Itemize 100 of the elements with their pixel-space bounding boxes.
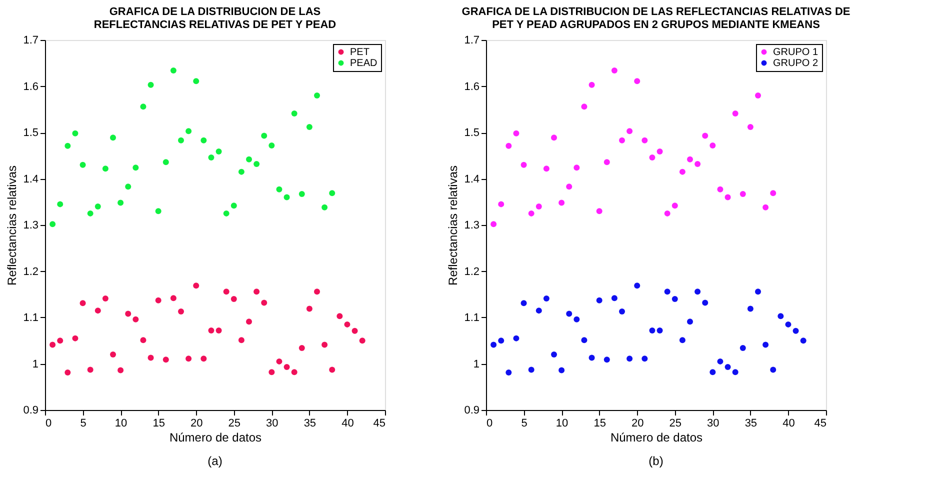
x-tick-label: 40: [342, 418, 354, 430]
point: [664, 210, 670, 216]
point: [490, 342, 497, 348]
point: [254, 288, 260, 295]
point: [747, 124, 754, 130]
point: [717, 186, 724, 192]
point: [64, 142, 71, 149]
point: [148, 82, 154, 88]
text: (a): [208, 454, 222, 468]
point: [513, 335, 520, 342]
point: [200, 137, 207, 144]
x-tick-label: 10: [556, 418, 568, 430]
point: [344, 321, 350, 328]
point: [634, 282, 640, 289]
point: [118, 367, 124, 374]
point: [649, 327, 656, 334]
point: [208, 327, 214, 334]
point: [604, 356, 610, 363]
point: [626, 356, 633, 362]
legend-label: GRUPO 2: [773, 58, 818, 69]
point: [566, 310, 572, 317]
point: [732, 369, 738, 376]
point: [254, 160, 260, 167]
point: [732, 110, 738, 117]
point: [558, 367, 565, 374]
point: [110, 352, 116, 358]
point: [702, 132, 708, 139]
legend-label: PEAD: [350, 58, 378, 69]
x-tick-label: 0: [46, 418, 52, 430]
y-tick-label: 0.9: [23, 404, 38, 416]
y-tick-label: 1.2: [23, 266, 38, 278]
point: [566, 184, 572, 190]
point: [543, 166, 550, 172]
point: [162, 356, 169, 363]
point: [770, 190, 776, 196]
point: [596, 208, 602, 214]
point: [178, 308, 184, 314]
x-tick-label: 40: [782, 418, 795, 430]
text: (b): [648, 454, 664, 468]
point: [170, 68, 176, 74]
point: [329, 190, 336, 196]
point: [800, 338, 806, 344]
point: [132, 316, 139, 322]
point: [551, 134, 557, 141]
point: [581, 104, 588, 110]
point: [581, 337, 588, 344]
x-axis-title: Número de datos: [610, 430, 703, 444]
chart-title: GRAFICA DE LA DISTRIBUCION DE LAS REFLECTANCIAS RELATIVAS DE PET Y PEAD: [94, 6, 336, 31]
point: [770, 366, 776, 373]
point: [268, 369, 275, 376]
point: [284, 194, 290, 200]
point: [94, 204, 101, 210]
x-tick-label: 20: [631, 418, 644, 430]
y-tick-label: 1.3: [23, 220, 38, 232]
point: [528, 210, 534, 216]
point: [314, 288, 320, 295]
point: [724, 364, 731, 370]
point: [359, 338, 366, 344]
point: [498, 201, 504, 208]
point: [238, 337, 244, 344]
point: [747, 306, 754, 312]
x-tick-label: 35: [304, 418, 316, 430]
y-axis-title: Reflectancias relativas: [5, 165, 20, 286]
point: [94, 308, 101, 314]
point: [702, 300, 708, 306]
point: [520, 162, 527, 168]
point: [291, 369, 298, 376]
point: [200, 356, 207, 362]
point: [314, 92, 320, 98]
point: [679, 168, 686, 175]
y-tick-label: 1.1: [23, 312, 38, 324]
x-tick-label: 45: [373, 418, 386, 430]
point: [140, 337, 146, 344]
point: [186, 128, 192, 134]
point: [216, 327, 222, 334]
point: [656, 148, 663, 154]
point: [536, 308, 542, 314]
point: [785, 321, 792, 328]
point: [687, 156, 693, 162]
point: [276, 186, 282, 192]
point: [498, 338, 504, 344]
point: [329, 366, 336, 373]
x-tick-label: 15: [594, 418, 606, 430]
point: [125, 184, 132, 190]
point: [193, 78, 200, 84]
point: [528, 366, 534, 373]
x-tick-label: 20: [190, 418, 203, 430]
point: [642, 356, 648, 362]
point: [80, 300, 86, 306]
point: [223, 288, 230, 295]
point: [717, 358, 724, 364]
x-tick-label: 15: [152, 418, 165, 430]
x-tick-label: 25: [669, 418, 682, 430]
point: [634, 78, 640, 84]
point: [155, 208, 162, 214]
x-tick-label: 10: [114, 418, 128, 430]
point: [57, 338, 64, 344]
point: [656, 327, 663, 334]
y-tick-label: 1.5: [23, 127, 38, 139]
x-tick-label: 5: [80, 418, 86, 430]
